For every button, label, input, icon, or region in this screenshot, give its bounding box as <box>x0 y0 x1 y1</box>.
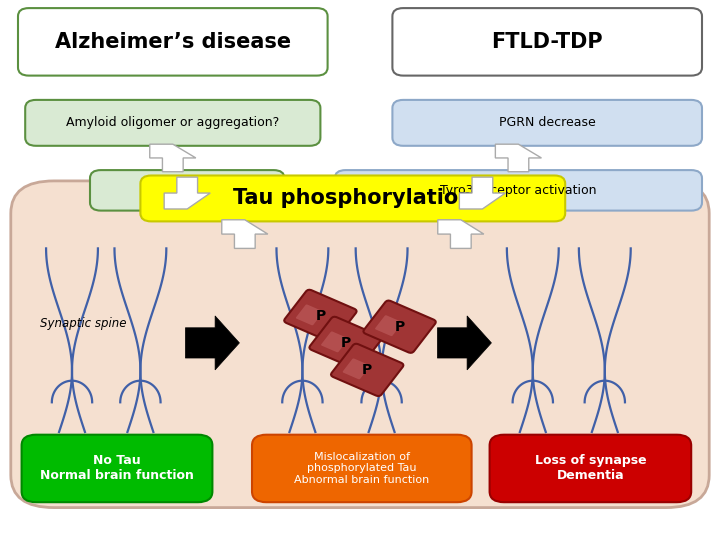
FancyBboxPatch shape <box>364 301 436 353</box>
Polygon shape <box>495 144 541 172</box>
Text: P: P <box>341 336 351 350</box>
Text: P: P <box>315 309 325 323</box>
Text: Tyro3 receptor activation: Tyro3 receptor activation <box>440 184 597 197</box>
Text: P: P <box>362 363 372 377</box>
Polygon shape <box>186 316 239 370</box>
FancyBboxPatch shape <box>392 8 702 76</box>
FancyBboxPatch shape <box>296 305 323 325</box>
Polygon shape <box>222 220 268 248</box>
FancyBboxPatch shape <box>284 290 356 342</box>
FancyBboxPatch shape <box>140 176 565 221</box>
Polygon shape <box>438 316 491 370</box>
FancyBboxPatch shape <box>331 344 403 396</box>
Polygon shape <box>164 177 210 209</box>
Text: Synaptic spine: Synaptic spine <box>40 318 126 330</box>
FancyBboxPatch shape <box>310 317 382 369</box>
FancyBboxPatch shape <box>18 8 328 76</box>
FancyBboxPatch shape <box>321 332 348 352</box>
Text: Mislocalization of
phosphorylated Tau
Abnormal brain function: Mislocalization of phosphorylated Tau Ab… <box>294 452 429 485</box>
Text: P: P <box>395 320 405 334</box>
Text: FTLD-TDP: FTLD-TDP <box>491 32 603 52</box>
Polygon shape <box>438 220 484 248</box>
Text: ?: ? <box>183 183 192 198</box>
Text: Tau phosphorylation: Tau phosphorylation <box>233 188 473 208</box>
FancyBboxPatch shape <box>252 435 472 502</box>
FancyBboxPatch shape <box>335 170 702 211</box>
Text: Amyloid oligomer or aggregation?: Amyloid oligomer or aggregation? <box>66 116 279 130</box>
FancyBboxPatch shape <box>25 100 320 146</box>
FancyBboxPatch shape <box>11 181 709 508</box>
Polygon shape <box>459 177 505 209</box>
FancyBboxPatch shape <box>392 100 702 146</box>
FancyBboxPatch shape <box>343 359 370 379</box>
Text: Alzheimer’s disease: Alzheimer’s disease <box>55 32 291 52</box>
Text: Loss of synapse
Dementia: Loss of synapse Dementia <box>534 455 647 482</box>
FancyBboxPatch shape <box>90 170 284 211</box>
FancyBboxPatch shape <box>22 435 212 502</box>
Polygon shape <box>150 144 196 172</box>
Text: No Tau
Normal brain function: No Tau Normal brain function <box>40 455 194 482</box>
FancyBboxPatch shape <box>490 435 691 502</box>
FancyBboxPatch shape <box>375 315 402 336</box>
Text: PGRN decrease: PGRN decrease <box>499 116 595 130</box>
